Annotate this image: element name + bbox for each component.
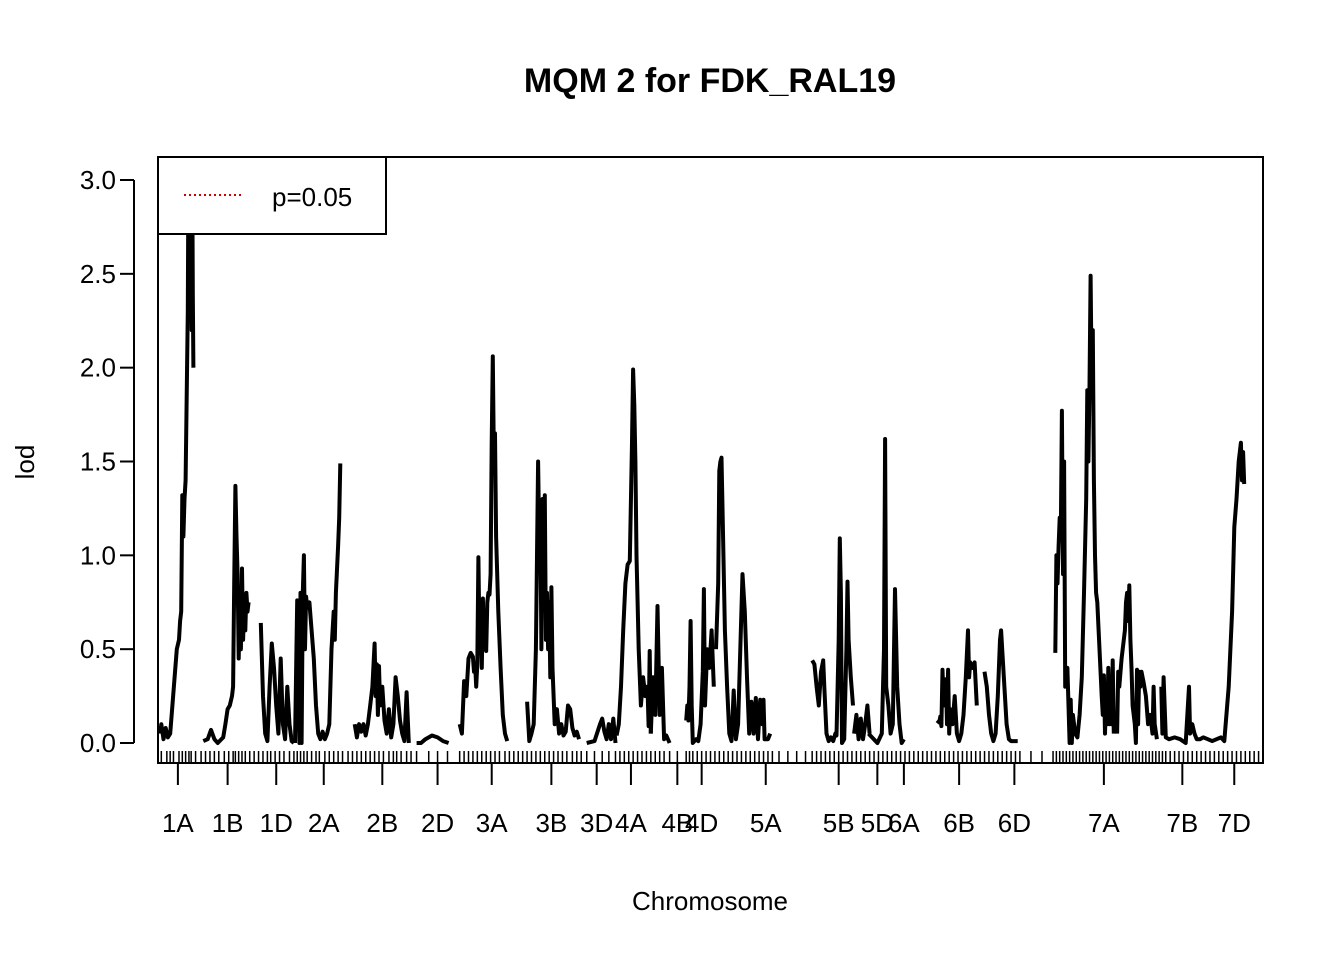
x-tick-label: 7B bbox=[1166, 808, 1198, 838]
x-tick-label: 4B bbox=[661, 808, 693, 838]
x-tick-label: 1B bbox=[212, 808, 244, 838]
lod-curve-2d bbox=[416, 733, 450, 745]
y-tick-label: 3.0 bbox=[80, 165, 116, 195]
lod-curve-5d bbox=[852, 703, 872, 742]
y-tick-label: 0.5 bbox=[80, 634, 116, 664]
lod-curve-1d bbox=[258, 622, 296, 745]
y-axis: 0.0 0.5 1.0 1.5 2.0 2.5 3.0 bbox=[80, 165, 135, 758]
legend: p=0.05 bbox=[157, 156, 387, 235]
y-tick-label: 1.5 bbox=[80, 447, 116, 477]
lod-curve-3b bbox=[525, 459, 581, 744]
x-tick-label: 5D bbox=[861, 808, 894, 838]
y-axis-label: lod bbox=[10, 445, 40, 480]
lod-curve-1b bbox=[202, 483, 251, 745]
lod-curve-5a bbox=[714, 455, 773, 744]
x-tick-label: 5B bbox=[823, 808, 855, 838]
marker-rug bbox=[160, 751, 1260, 763]
chart-title: MQM 2 for FDK_RAL19 bbox=[524, 62, 896, 100]
x-tick-label: 2B bbox=[366, 808, 398, 838]
y-tick-label: 2.5 bbox=[80, 259, 116, 289]
plot-frame bbox=[157, 156, 1264, 764]
x-tick-label: 3D bbox=[580, 808, 613, 838]
legend-label-threshold: p=0.05 bbox=[272, 182, 352, 212]
x-tick-label: 1D bbox=[260, 808, 293, 838]
lod-curve-6d bbox=[982, 628, 1018, 744]
lod-curve-2a bbox=[293, 463, 343, 745]
x-tick-label: 4A bbox=[615, 808, 647, 838]
x-tick-label: 6D bbox=[998, 808, 1031, 838]
lod-curve-6b bbox=[935, 628, 979, 744]
lod-curve-7b bbox=[1115, 583, 1159, 745]
lod-curve-7a bbox=[1053, 273, 1116, 745]
lod-curve-4d bbox=[684, 587, 716, 745]
y-tick-label: 0.0 bbox=[80, 728, 116, 758]
lod-curve-4b bbox=[648, 604, 672, 744]
x-tick-label: 3B bbox=[535, 808, 567, 838]
lod-curve-2b bbox=[352, 641, 411, 744]
x-axis-label: Chromosome bbox=[632, 886, 788, 916]
lod-curve-1a bbox=[158, 178, 196, 742]
lod-curve-7d bbox=[1159, 440, 1247, 745]
x-tick-label: 4D bbox=[685, 808, 718, 838]
x-tick-label: 6A bbox=[888, 808, 920, 838]
y-tick-label: 1.0 bbox=[80, 540, 116, 570]
lod-curve-3d bbox=[586, 716, 618, 745]
lod-curve-6a bbox=[867, 437, 906, 745]
x-tick-label: 2D bbox=[421, 808, 454, 838]
x-tick-label: 5A bbox=[750, 808, 782, 838]
x-tick-label: 6B bbox=[943, 808, 975, 838]
lod-curve-3a bbox=[457, 354, 510, 742]
x-tick-label: 1A bbox=[162, 808, 194, 838]
lod-curves bbox=[158, 178, 1247, 745]
x-tick-label: 3A bbox=[476, 808, 508, 838]
x-tick-label: 2A bbox=[308, 808, 340, 838]
x-tick-label: 7A bbox=[1088, 808, 1120, 838]
lod-curve-4a bbox=[614, 367, 653, 736]
x-tick-label: 7D bbox=[1218, 808, 1251, 838]
y-tick-label: 2.0 bbox=[80, 353, 116, 383]
lod-curve-5b bbox=[810, 536, 855, 745]
